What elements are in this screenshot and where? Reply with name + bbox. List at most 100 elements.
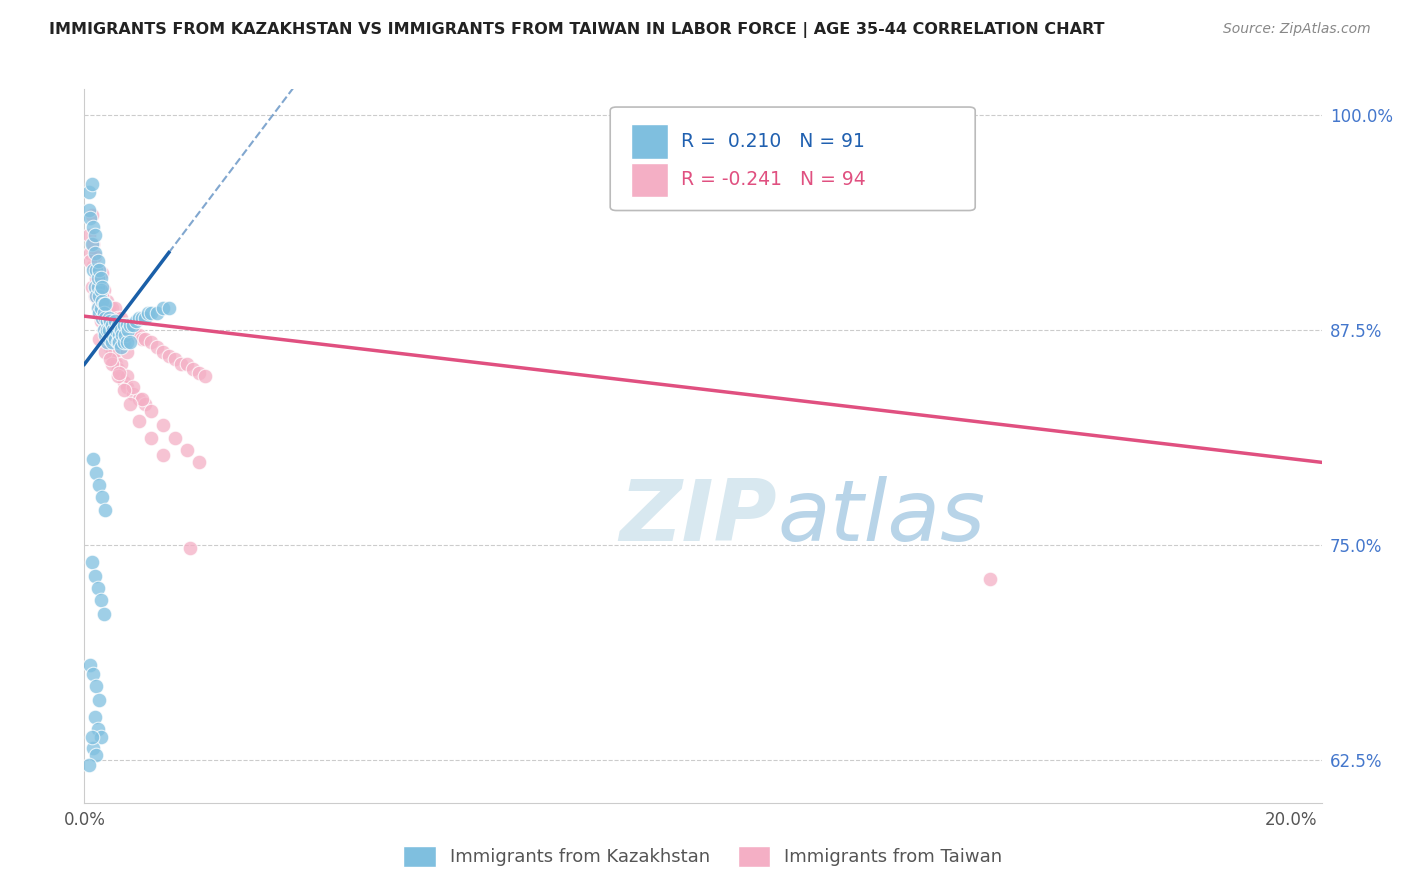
Point	[118, 318, 141, 332]
Point	[89, 288, 111, 302]
Point	[121, 379, 143, 393]
Point	[86, 747, 108, 762]
Point	[110, 357, 132, 371]
Point	[103, 332, 125, 346]
Point	[98, 352, 121, 367]
Point	[115, 345, 138, 359]
Point	[118, 323, 141, 337]
Point	[139, 306, 162, 320]
Point	[107, 362, 129, 376]
Point	[79, 658, 101, 673]
Point	[94, 301, 117, 315]
Point	[128, 328, 150, 343]
Point	[86, 280, 108, 294]
Point	[93, 323, 115, 337]
Point	[94, 310, 117, 325]
Point	[128, 414, 150, 428]
Point	[91, 266, 114, 280]
Point	[134, 332, 156, 346]
Point	[86, 271, 108, 285]
Point	[94, 328, 117, 343]
Point	[134, 310, 156, 325]
Point	[84, 710, 107, 724]
Point	[157, 301, 180, 315]
Point	[152, 301, 174, 315]
Point	[87, 271, 110, 285]
Point	[104, 357, 127, 371]
Point	[94, 345, 117, 359]
Point	[114, 328, 136, 343]
Point	[96, 334, 118, 349]
Point	[97, 332, 120, 346]
Point	[152, 345, 174, 359]
Point	[98, 340, 121, 354]
Point	[89, 306, 111, 320]
Point	[90, 593, 112, 607]
Point	[134, 397, 156, 411]
Point	[86, 262, 108, 277]
Point	[97, 301, 120, 315]
Point	[115, 318, 138, 332]
Point	[86, 262, 108, 277]
Point	[89, 306, 111, 320]
Point	[77, 202, 100, 217]
Point	[83, 228, 105, 243]
Point	[84, 249, 107, 263]
Point	[94, 328, 117, 343]
Point	[93, 297, 115, 311]
Point	[94, 297, 117, 311]
Point	[86, 293, 108, 308]
Point	[86, 301, 108, 315]
Point	[128, 310, 150, 325]
Point	[90, 314, 112, 328]
Point	[118, 397, 141, 411]
Point	[146, 306, 169, 320]
Point	[117, 323, 139, 337]
Point	[96, 293, 118, 308]
Point	[181, 362, 204, 376]
Point	[179, 541, 201, 556]
Y-axis label: In Labor Force | Age 35-44: In Labor Force | Age 35-44	[0, 336, 8, 556]
Point	[139, 334, 162, 349]
Point	[157, 349, 180, 363]
Point	[131, 392, 153, 406]
Point	[97, 323, 120, 337]
Text: R =  0.210   N = 91: R = 0.210 N = 91	[681, 132, 865, 151]
Point	[108, 334, 131, 349]
Point	[121, 386, 143, 401]
Point	[91, 293, 114, 308]
Point	[82, 262, 104, 277]
Point	[80, 208, 103, 222]
Point	[82, 219, 104, 234]
Point	[79, 211, 101, 226]
Point	[86, 581, 108, 595]
Point	[93, 284, 115, 298]
Point	[89, 262, 111, 277]
Point	[91, 288, 114, 302]
Point	[103, 352, 125, 367]
Point	[89, 301, 111, 315]
Point	[100, 318, 122, 332]
Point	[94, 503, 117, 517]
FancyBboxPatch shape	[631, 124, 668, 159]
Point	[124, 314, 146, 328]
Point	[89, 280, 111, 294]
Point	[124, 328, 146, 343]
FancyBboxPatch shape	[631, 163, 668, 197]
Point	[108, 318, 131, 332]
Point	[170, 357, 193, 371]
Point	[112, 383, 135, 397]
Point	[101, 323, 124, 337]
Point	[86, 271, 108, 285]
Point	[110, 310, 132, 325]
Point	[107, 328, 129, 343]
Point	[80, 731, 103, 745]
Point	[84, 280, 107, 294]
Point	[86, 254, 108, 268]
Point	[100, 345, 122, 359]
Point	[82, 236, 104, 251]
Point	[979, 572, 1001, 586]
Point	[82, 236, 104, 251]
Text: ZIP: ZIP	[620, 475, 778, 559]
Point	[111, 328, 134, 343]
